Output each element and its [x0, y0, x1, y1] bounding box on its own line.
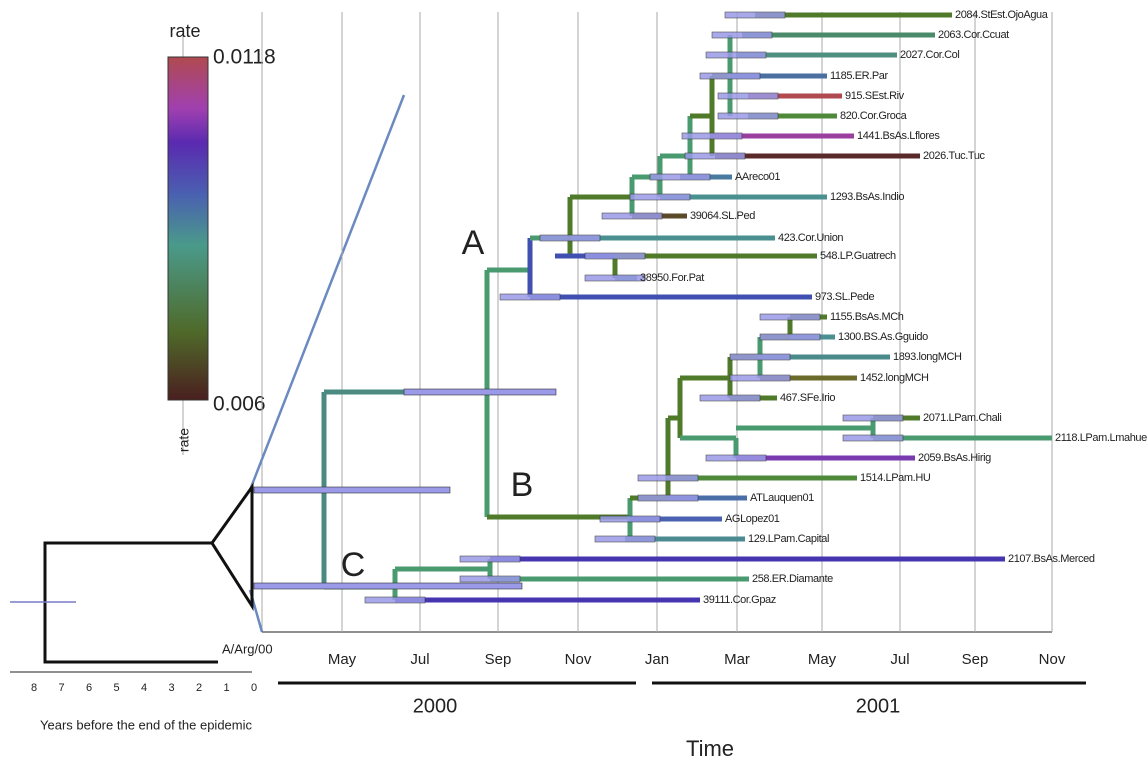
inset-tick: 7: [58, 682, 64, 694]
tip-label: 915.SEst.Riv: [845, 90, 905, 102]
hpd-bar: [705, 454, 767, 462]
tip-label: 39111.Cor.Gpaz: [703, 594, 776, 606]
month-label: Nov: [565, 651, 592, 668]
tip-label: 39064.SL.Ped: [690, 210, 755, 222]
tip-label: 2026.Tuc.Tuc: [923, 150, 986, 162]
inset-tick: 4: [141, 682, 147, 694]
tip-label: 2063.Cor.Ccuat: [938, 29, 1009, 41]
legend-label: rate: [176, 428, 192, 452]
clade-label: B: [511, 466, 534, 504]
hpd-bar: [699, 394, 761, 402]
month-label: Sep: [485, 651, 512, 668]
hpd-bar: [584, 252, 646, 260]
tip-label: 1452.longMCH: [860, 372, 929, 384]
inset-tip: A/Arg/00: [222, 641, 273, 656]
tip-label: 2059.BsAs.Hirig: [918, 452, 991, 464]
hpd-bar: [724, 11, 786, 19]
month-label: Jul: [410, 651, 429, 668]
tip-label: 38950.For.Pat: [640, 272, 704, 284]
tip-label: AGLopez01: [725, 513, 780, 525]
tip-label: 820.Cor.Groca: [840, 110, 908, 122]
month-label: Jan: [645, 651, 669, 668]
inset-tick: 8: [31, 682, 37, 694]
month-label: Mar: [724, 651, 750, 668]
tip-label: 2071.LPam.Chali: [923, 412, 1001, 424]
hpd-bar: [729, 374, 791, 382]
clade-label: C: [341, 546, 366, 584]
month-label: Sep: [962, 651, 989, 668]
tip-label: 548.LP.Guatrech: [820, 250, 896, 262]
hpd-bar: [699, 72, 761, 80]
tip-label: 129.LPam.Capital: [748, 533, 829, 545]
month-label: May: [328, 651, 357, 668]
inset-tick: 5: [113, 682, 119, 694]
hpd-bar: [539, 234, 601, 242]
hpd-bar: [499, 293, 561, 301]
hpd-bar: [705, 51, 767, 59]
tip-label: 2027.Cor.Col: [900, 49, 959, 61]
legend-min: 0.006: [213, 393, 266, 416]
zoom-line: [248, 94, 406, 491]
hpd-bar: [599, 515, 661, 523]
tip-label: 1514.LPam.HU: [860, 472, 931, 484]
tip-label: 467.SFe.Irio: [780, 392, 835, 404]
hpd-bar: [759, 313, 821, 321]
axis-title: Time: [686, 736, 734, 761]
hpd-bar: [649, 173, 711, 181]
hpd-bar: [759, 333, 821, 341]
inset-tick: 1: [223, 682, 229, 694]
legend-title: rate: [169, 21, 200, 41]
tip-label: 1185.ER.Par: [830, 70, 889, 82]
hpd-bar: [253, 486, 451, 494]
year-label: 2001: [856, 695, 901, 717]
tip-label: AAreco01: [735, 171, 780, 183]
month-label: Jul: [890, 651, 909, 668]
tip-label: 2118.LPam.Lmahue: [1055, 432, 1147, 444]
hpd-bar: [459, 575, 521, 583]
hpd-bar: [459, 555, 521, 563]
hpd-bar: [681, 132, 743, 140]
hpd-bar: [637, 494, 699, 502]
inset-tick: 3: [168, 682, 174, 694]
inset-tick: 0: [251, 682, 257, 694]
inset-title: Years before the end of the epidemic: [40, 717, 252, 732]
hpd-bar: [403, 388, 557, 396]
tip-label: 2084.StEst.OjoAgua: [955, 9, 1049, 21]
inset-tick: 6: [86, 682, 92, 694]
hpd-bar: [253, 582, 523, 590]
hpd-bar: [601, 212, 663, 220]
hpd-bar: [842, 414, 904, 422]
clade-label: A: [462, 224, 485, 262]
hpd-bar: [717, 112, 779, 120]
tip-label: 423.Cor.Union: [778, 232, 843, 244]
year-label: 2000: [413, 695, 458, 717]
tip-label: 258.ER.Diamante: [752, 573, 833, 585]
tip-label: 1441.BsAs.Lflores: [857, 130, 940, 142]
hpd-bar: [594, 535, 656, 543]
month-label: Nov: [1039, 651, 1066, 668]
hpd-bar: [729, 353, 791, 361]
inset-tick: 2: [196, 682, 202, 694]
legend-max: 0.0118: [213, 46, 276, 69]
tip-label: 1293.BsAs.Indio: [830, 191, 904, 203]
hpd-bar: [364, 596, 426, 604]
hpd-bar: [717, 92, 779, 100]
month-label: May: [808, 651, 837, 668]
tip-label: 1893.longMCH: [893, 351, 962, 363]
hpd-bar: [711, 31, 773, 39]
hpd-bar: [637, 474, 699, 482]
hpd-bar: [684, 152, 746, 160]
color-bar: [167, 56, 209, 401]
hpd-bar: [584, 274, 646, 282]
tip-label: 1155.BsAs.MCh: [830, 311, 904, 323]
hpd-bar: [842, 434, 904, 442]
collapsed-clade: [210, 482, 254, 612]
tip-label: 2107.BsAs.Merced: [1008, 553, 1095, 565]
tip-label: ATLauquen01: [750, 492, 814, 504]
hpd-bar: [629, 193, 691, 201]
tip-label: 1300.BS.As.Gguido: [838, 331, 928, 343]
tip-label: 973.SL.Pede: [815, 291, 874, 303]
